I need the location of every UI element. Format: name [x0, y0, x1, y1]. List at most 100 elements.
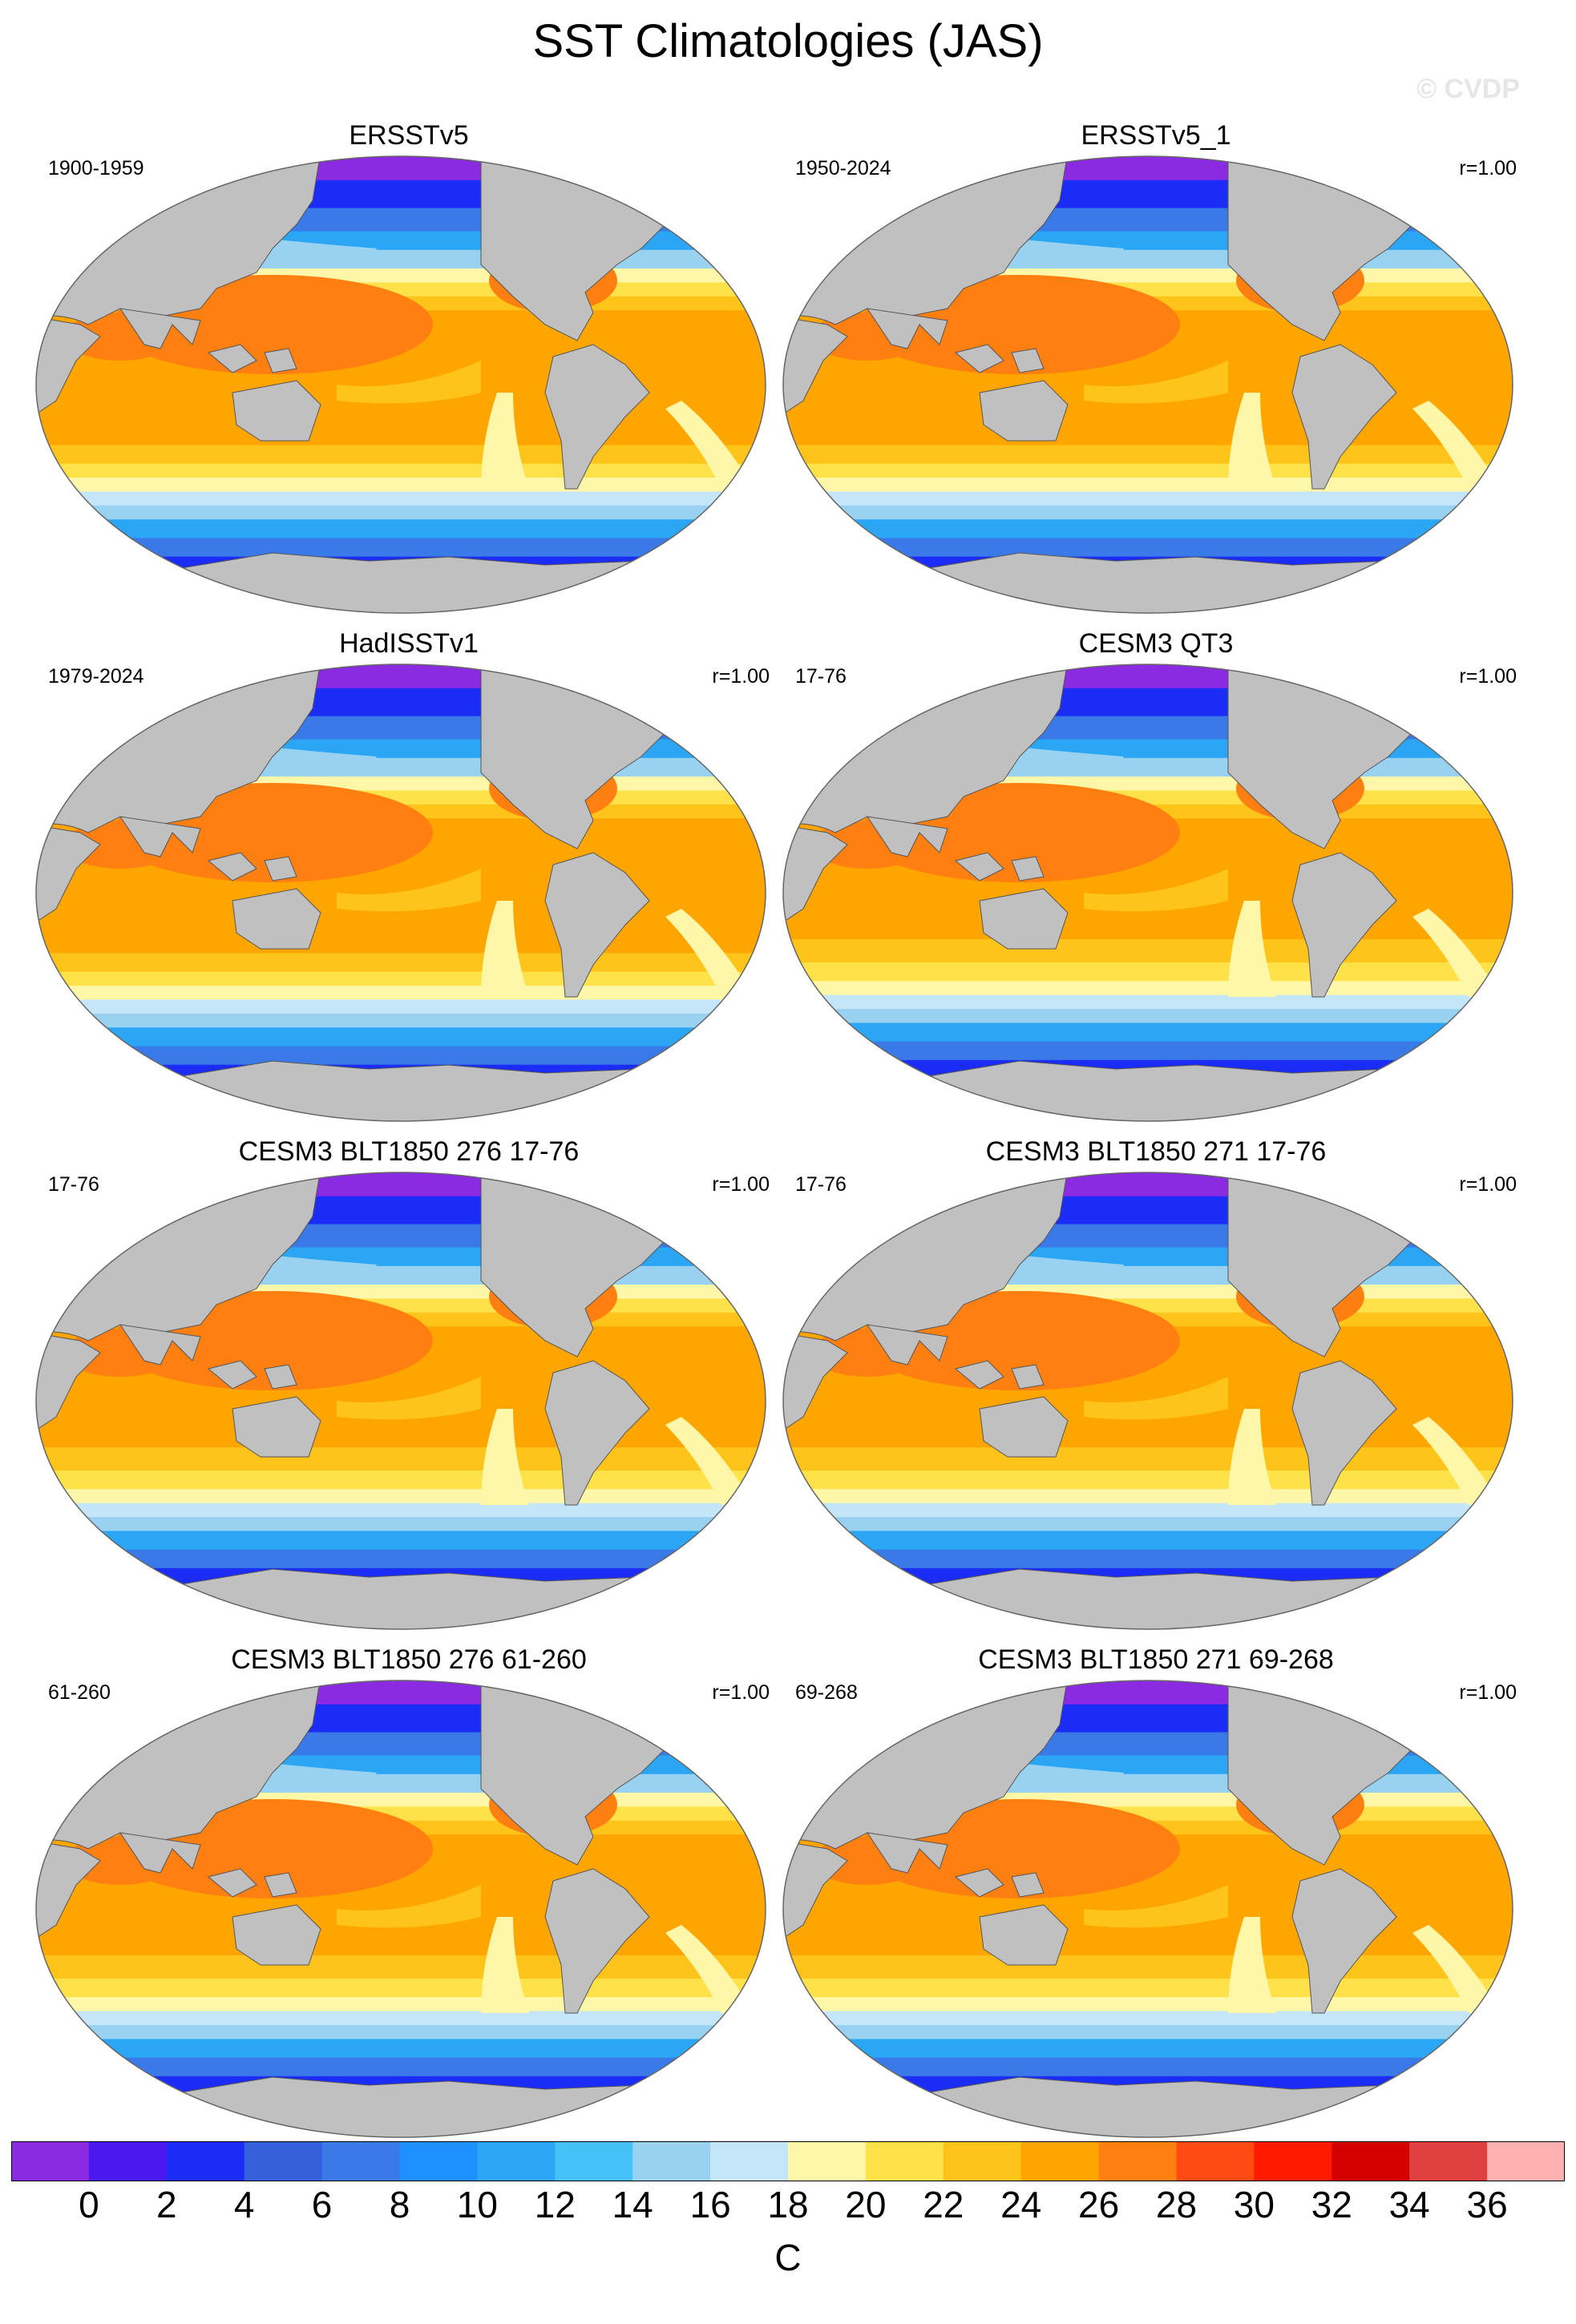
land-mass	[36, 2076, 766, 2137]
colorbar-segment	[88, 2141, 168, 2181]
colorbar-tick-label: 30	[1233, 2184, 1275, 2225]
land-mass	[264, 1872, 297, 1898]
land-mass	[1291, 852, 1397, 998]
colorbar-tick-label: 10	[456, 2184, 498, 2225]
panel-period: 69-268	[795, 1681, 858, 1704]
colorbar-tick-label: 20	[845, 2184, 887, 2225]
sst-map	[35, 1172, 766, 1630]
land-mass	[264, 1364, 297, 1390]
sst-map	[782, 1680, 1513, 2138]
colorbar-segment	[632, 2141, 711, 2181]
sst-field	[783, 664, 1513, 1121]
land-mass	[979, 1904, 1069, 1966]
land-mass	[866, 816, 948, 857]
land-mass	[673, 156, 730, 201]
colorbar-segment	[1254, 2141, 1332, 2181]
land-mass	[1291, 344, 1397, 490]
sst-field	[783, 1172, 1513, 1629]
land-mass	[119, 816, 201, 857]
panel-period: 17-76	[795, 665, 847, 688]
land-mass	[36, 1568, 766, 1629]
panel-title: ERSSTv5	[349, 120, 469, 151]
sst-field	[36, 664, 766, 1121]
land-mass	[673, 1680, 730, 1725]
land-mass	[954, 344, 1004, 373]
land-mass	[119, 1324, 201, 1366]
panel-correlation: r=1.00	[712, 665, 770, 688]
colorbar-tick-label: 4	[233, 2184, 255, 2225]
colorbar-segment	[1098, 2141, 1177, 2181]
colorbar-tick-label: 12	[534, 2184, 576, 2225]
panel-title: CESM3 BLT1850 276 61-260	[231, 1644, 587, 1675]
panel-title: CESM3 BLT1850 276 17-76	[238, 1136, 580, 1167]
land-mass	[979, 1396, 1069, 1458]
panel-period: 1979-2024	[48, 665, 144, 688]
map-boundary	[782, 1172, 1513, 1630]
colorbar-segment	[710, 2141, 789, 2181]
map-boundary	[782, 155, 1513, 614]
land-mass	[1291, 1868, 1397, 2014]
map-panel: CESM3 QT3 17-76 r=1.00	[779, 628, 1533, 1125]
land-mass	[544, 852, 650, 998]
figure-title: SST Climatologies (JAS)	[532, 15, 1044, 67]
panel-period: 1900-1959	[48, 157, 144, 180]
land-mass	[1011, 348, 1045, 373]
colorbar-segment	[1487, 2141, 1565, 2181]
colorbar-segment	[788, 2141, 867, 2181]
land-mass	[1011, 1872, 1045, 1898]
sst-map	[35, 155, 766, 614]
colorbar-segment	[244, 2141, 323, 2181]
land-mass	[36, 1332, 101, 1434]
map-boundary	[35, 1172, 766, 1630]
land-mass	[544, 344, 650, 490]
land-mass	[119, 1832, 201, 1874]
colorbar-segment	[1409, 2141, 1488, 2181]
land-mass	[783, 1568, 1513, 1629]
land-mass	[232, 380, 321, 442]
land-mass	[119, 308, 201, 349]
sst-field	[36, 156, 766, 613]
colorbar-tick-label: 8	[389, 2184, 410, 2225]
land-mass	[673, 1172, 730, 1217]
map-boundary	[35, 1680, 766, 2138]
land-mass	[783, 316, 848, 418]
colorbar	[11, 2141, 1565, 2181]
land-mass	[36, 552, 766, 613]
land-mass	[1420, 1680, 1477, 1725]
panel-title: CESM3 BLT1850 271 17-76	[985, 1136, 1327, 1167]
map-panel: HadISSTv1 1979-2024 r=1.00	[32, 628, 786, 1125]
panel-correlation: r=1.00	[1459, 665, 1517, 688]
land-mass	[207, 344, 257, 373]
land-mass	[207, 1360, 257, 1390]
colorbar-tick-label: 32	[1311, 2184, 1352, 2225]
panel-title: CESM3 BLT1850 271 69-268	[978, 1644, 1334, 1675]
colorbar-segment	[1020, 2141, 1100, 2181]
sst-map	[782, 664, 1513, 1122]
colorbar-tick-label: 36	[1466, 2184, 1508, 2225]
colorbar-tick-label: 26	[1078, 2184, 1120, 2225]
sst-map	[782, 155, 1513, 614]
colorbar-tick-label: 18	[767, 2184, 809, 2225]
land-mass	[783, 552, 1513, 613]
land-mass	[1011, 1364, 1045, 1390]
panel-correlation: r=1.00	[712, 1681, 770, 1704]
land-mass	[673, 664, 730, 709]
colorbar-tick-label: 28	[1155, 2184, 1198, 2225]
land-mass	[783, 824, 848, 926]
panel-period: 61-260	[48, 1681, 111, 1704]
map-panel: ERSSTv5_1 1950-2024 r=1.00	[779, 120, 1533, 617]
land-mass	[232, 888, 321, 950]
land-mass	[36, 1060, 766, 1121]
land-mass	[783, 2076, 1513, 2137]
panel-correlation: r=1.00	[1459, 1681, 1517, 1704]
land-mass	[979, 380, 1069, 442]
panel-correlation: r=1.00	[712, 1173, 770, 1196]
map-panel: CESM3 BLT1850 271 69-268 69-268 r=1.00	[779, 1644, 1533, 2141]
colorbar-segment	[555, 2141, 633, 2181]
land-mass	[36, 316, 101, 418]
sst-map	[35, 664, 766, 1122]
colorbar-segment	[865, 2141, 944, 2181]
map-boundary	[35, 155, 766, 614]
colorbar-segment	[1176, 2141, 1255, 2181]
panel-period: 1950-2024	[795, 157, 891, 180]
